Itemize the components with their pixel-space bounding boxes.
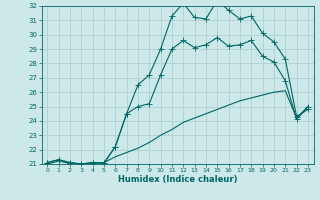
X-axis label: Humidex (Indice chaleur): Humidex (Indice chaleur): [118, 175, 237, 184]
